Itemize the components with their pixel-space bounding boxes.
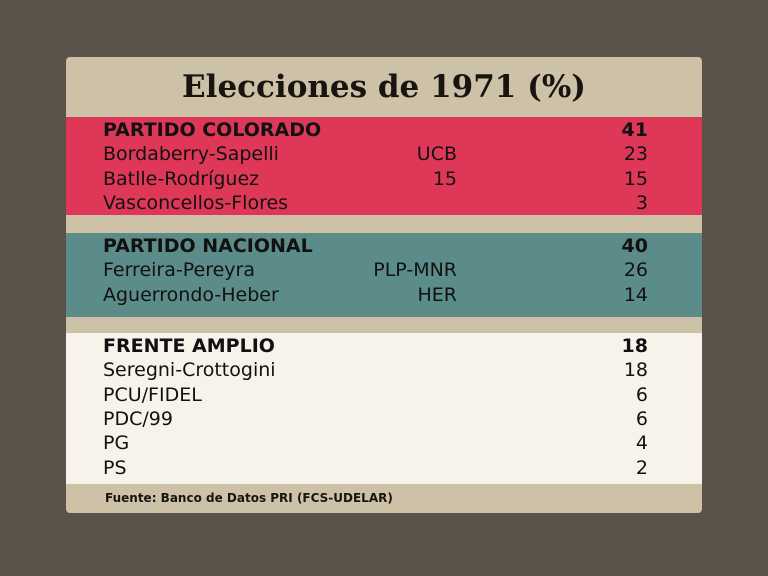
section-band: FRENTE AMPLIO 18 Seregni-Crottogini 18 PCU/F…: [66, 333, 702, 484]
party-name: PARTIDO NACIONAL: [103, 235, 313, 257]
candidate-value: 18: [623, 359, 648, 382]
candidate-row: Ferreira-Pereyra PLP-MNR 26: [66, 258, 702, 282]
section-band: PARTIDO NACIONAL 40 Ferreira-Pereyra PLP-MN…: [66, 233, 702, 317]
candidate-name: Bordaberry-Sapelli: [103, 143, 279, 166]
party-total: 18: [621, 335, 648, 357]
title: Elecciones de 1971 (%): [182, 69, 586, 105]
candidate-name: Seregni-Crottogini: [103, 359, 276, 382]
list-name: UCB: [416, 143, 457, 166]
candidate-name: PS: [103, 456, 127, 479]
source: Fuente: Banco de Datos PRI (FCS-UDELAR): [105, 491, 393, 505]
candidate-value: 6: [635, 407, 648, 430]
candidate-row: Vasconcellos-Flores 3: [66, 191, 702, 215]
candidate-row: Bordaberry-Sapelli UCB 23: [66, 142, 702, 166]
candidate-value: 6: [635, 383, 648, 406]
list-name: 15: [432, 167, 457, 190]
candidate-name: Vasconcellos-Flores: [103, 191, 289, 214]
section-band: PARTIDO COLORADO 41 Bordaberry-Sapelli UCB 2…: [66, 117, 702, 215]
candidate-row: PCU/FIDEL 6: [66, 383, 702, 407]
candidate-row: PG 4: [66, 431, 702, 455]
section-header: PARTIDO COLORADO 41: [66, 118, 702, 142]
candidate-row: Batlle-Rodríguez 15 15: [66, 167, 702, 191]
candidate-name: PCU/FIDEL: [103, 383, 202, 406]
candidate-row: PS 2: [66, 456, 702, 480]
candidate-name: PG: [103, 432, 130, 455]
section-header: FRENTE AMPLIO 18: [66, 334, 702, 358]
party-name: FRENTE AMPLIO: [103, 335, 275, 357]
list-name: HER: [417, 283, 458, 306]
candidate-name: Batlle-Rodríguez: [103, 167, 260, 190]
candidate-row: Seregni-Crottogini 18: [66, 358, 702, 382]
candidate-name: Ferreira-Pereyra: [103, 259, 255, 282]
section-header: PARTIDO NACIONAL 40: [66, 234, 702, 258]
candidate-value: 14: [623, 283, 648, 306]
candidate-value: 15: [623, 167, 648, 190]
party-name: PARTIDO COLORADO: [103, 119, 322, 141]
candidate-value: 23: [623, 143, 648, 166]
candidate-value: 26: [623, 259, 648, 282]
candidate-value: 3: [635, 191, 648, 214]
list-name: PLP-MNR: [373, 259, 457, 282]
party-total: 40: [621, 235, 648, 257]
candidate-row: Aguerrondo-Heber HER 14: [66, 283, 702, 307]
candidate-row: PDC/99 6: [66, 407, 702, 431]
party-total: 41: [621, 119, 648, 141]
candidate-name: Aguerrondo-Heber: [103, 283, 279, 306]
candidate-name: PDC/99: [103, 407, 173, 430]
candidate-value: 4: [635, 432, 648, 455]
candidate-value: 2: [635, 456, 648, 479]
card: Elecciones de 1971 (%) Fuente: Banco de …: [66, 57, 702, 513]
